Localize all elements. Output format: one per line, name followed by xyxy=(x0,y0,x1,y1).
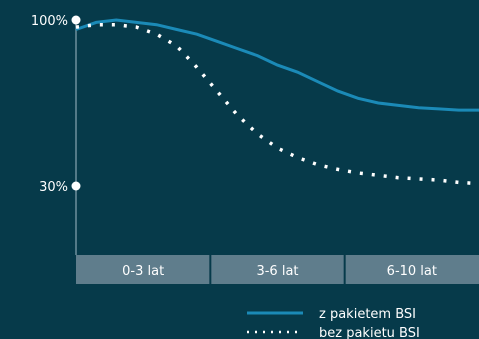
series-line-z-pakietem xyxy=(75,18,479,112)
y-tick-dot xyxy=(71,181,81,191)
y-tick-label: 100% xyxy=(31,14,68,29)
x-category-cell xyxy=(210,255,345,284)
x-tick-label: 3-6 lat xyxy=(256,264,298,279)
legend-label: z pakietem BSI xyxy=(319,307,416,322)
x-category-cell xyxy=(76,255,211,284)
y-tick-dot xyxy=(71,15,81,25)
x-tick-label: 0-3 lat xyxy=(122,264,164,279)
series-line-bez-pakietu xyxy=(75,22,479,186)
legend-label: bez pakietu BSI xyxy=(319,326,420,339)
x-tick-label: 6-10 lat xyxy=(387,264,437,279)
y-tick-label: 30% xyxy=(39,180,68,195)
x-category-cell xyxy=(344,255,479,284)
